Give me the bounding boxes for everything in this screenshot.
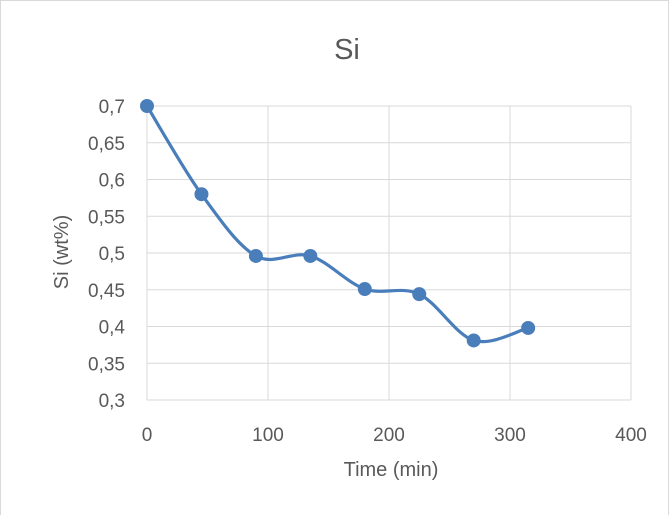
series-line xyxy=(145,104,530,344)
grid-lines xyxy=(146,105,632,401)
y-tick-label: 0,7 xyxy=(99,97,125,118)
data-point xyxy=(466,333,481,348)
y-tick-label: 0,3 xyxy=(99,391,125,412)
x-tick-label: 0 xyxy=(142,425,153,446)
data-point xyxy=(521,320,536,335)
y-tick-label: 0,65 xyxy=(88,134,125,155)
chart-title: Si xyxy=(334,34,360,66)
x-tick-label: 100 xyxy=(252,425,284,446)
y-tick-label: 0,4 xyxy=(99,318,126,339)
x-tick-labels: 0 100 200 300 400 xyxy=(142,425,647,446)
y-tick-labels: 0,3 0,35 0,4 0,45 0,5 0,55 0,6 0,65 0,7 xyxy=(88,97,125,412)
y-axis-title: Si (wt%) xyxy=(51,215,73,289)
y-tick-label: 0,6 xyxy=(99,171,125,192)
data-point xyxy=(357,282,372,297)
y-tick-label: 0,45 xyxy=(88,281,125,302)
data-point xyxy=(140,99,154,113)
x-axis-title: Time (min) xyxy=(344,459,439,481)
data-point xyxy=(248,248,263,263)
series-group xyxy=(140,99,536,348)
y-tick-label: 0,55 xyxy=(88,207,125,228)
x-tick-label: 200 xyxy=(373,425,405,446)
x-tick-label: 300 xyxy=(494,425,526,446)
data-point xyxy=(412,287,427,302)
data-point xyxy=(303,248,318,263)
x-tick-label: 400 xyxy=(615,425,647,446)
data-point xyxy=(194,187,209,202)
y-tick-label: 0,5 xyxy=(99,244,125,265)
y-tick-label: 0,35 xyxy=(88,354,125,375)
